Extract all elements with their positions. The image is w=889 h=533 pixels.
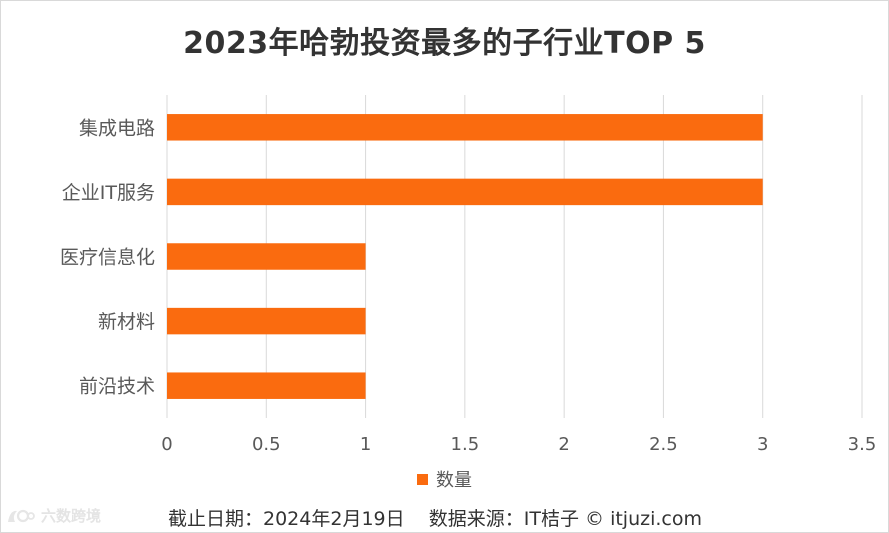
footer-note: 截止日期：2024年2月19日 数据来源：IT桔子 © itjuzi.com	[168, 508, 702, 530]
bar	[167, 307, 366, 335]
x-tick-label: 2	[558, 434, 569, 455]
x-tick-label: 0	[161, 434, 172, 455]
category-label: 集成电路	[79, 117, 155, 139]
category-label: 前沿技术	[79, 376, 155, 398]
x-tick-label: 1.5	[451, 434, 480, 455]
x-tick-label: 3	[757, 434, 768, 455]
watermark: 六数跨境	[6, 505, 101, 526]
legend-label: 数量	[436, 470, 472, 491]
legend-swatch	[417, 474, 428, 485]
brand-logo-icon	[6, 507, 36, 525]
x-tick-label: 3.5	[848, 434, 877, 455]
chart-title: 2023年哈勃投资最多的子行业TOP 5	[183, 26, 706, 61]
bar	[167, 372, 366, 399]
category-label: 医疗信息化	[60, 247, 155, 269]
bar	[167, 114, 763, 141]
x-tick-label: 1	[360, 434, 371, 455]
category-label: 新材料	[98, 311, 155, 333]
legend: 数量	[0, 466, 889, 492]
x-tick-label: 2.5	[649, 434, 678, 455]
x-tick-label: 0.5	[252, 434, 281, 455]
category-label: 企业IT服务	[62, 182, 155, 204]
watermark-text: 六数跨境	[41, 507, 102, 525]
bar	[167, 178, 763, 206]
bar	[167, 243, 366, 270]
